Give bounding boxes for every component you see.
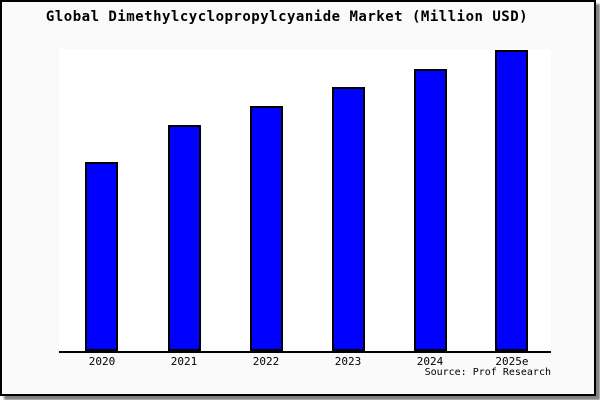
x-tick-label-2024: 2024	[416, 355, 444, 368]
chart-title: Global Dimethylcyclopropylcyanide Market…	[45, 9, 529, 25]
bar-2021	[167, 125, 201, 351]
x-tick-label-2021: 2021	[170, 355, 198, 368]
bar-2022	[249, 106, 283, 351]
x-tick-label-2020: 2020	[88, 355, 116, 368]
plot-area: 2020 2021 2022 2023 2024 2025e	[59, 49, 551, 368]
bar-2023	[331, 87, 365, 351]
x-tick-label-2025e: 2025e	[495, 355, 529, 368]
x-tick-label-2023: 2023	[334, 355, 362, 368]
bar-2020	[85, 162, 119, 351]
bar-2025e	[495, 50, 529, 351]
x-tick-label-2022: 2022	[252, 355, 280, 368]
bar-2024	[413, 69, 447, 351]
source-credit: Source: Prof Research	[424, 367, 551, 378]
